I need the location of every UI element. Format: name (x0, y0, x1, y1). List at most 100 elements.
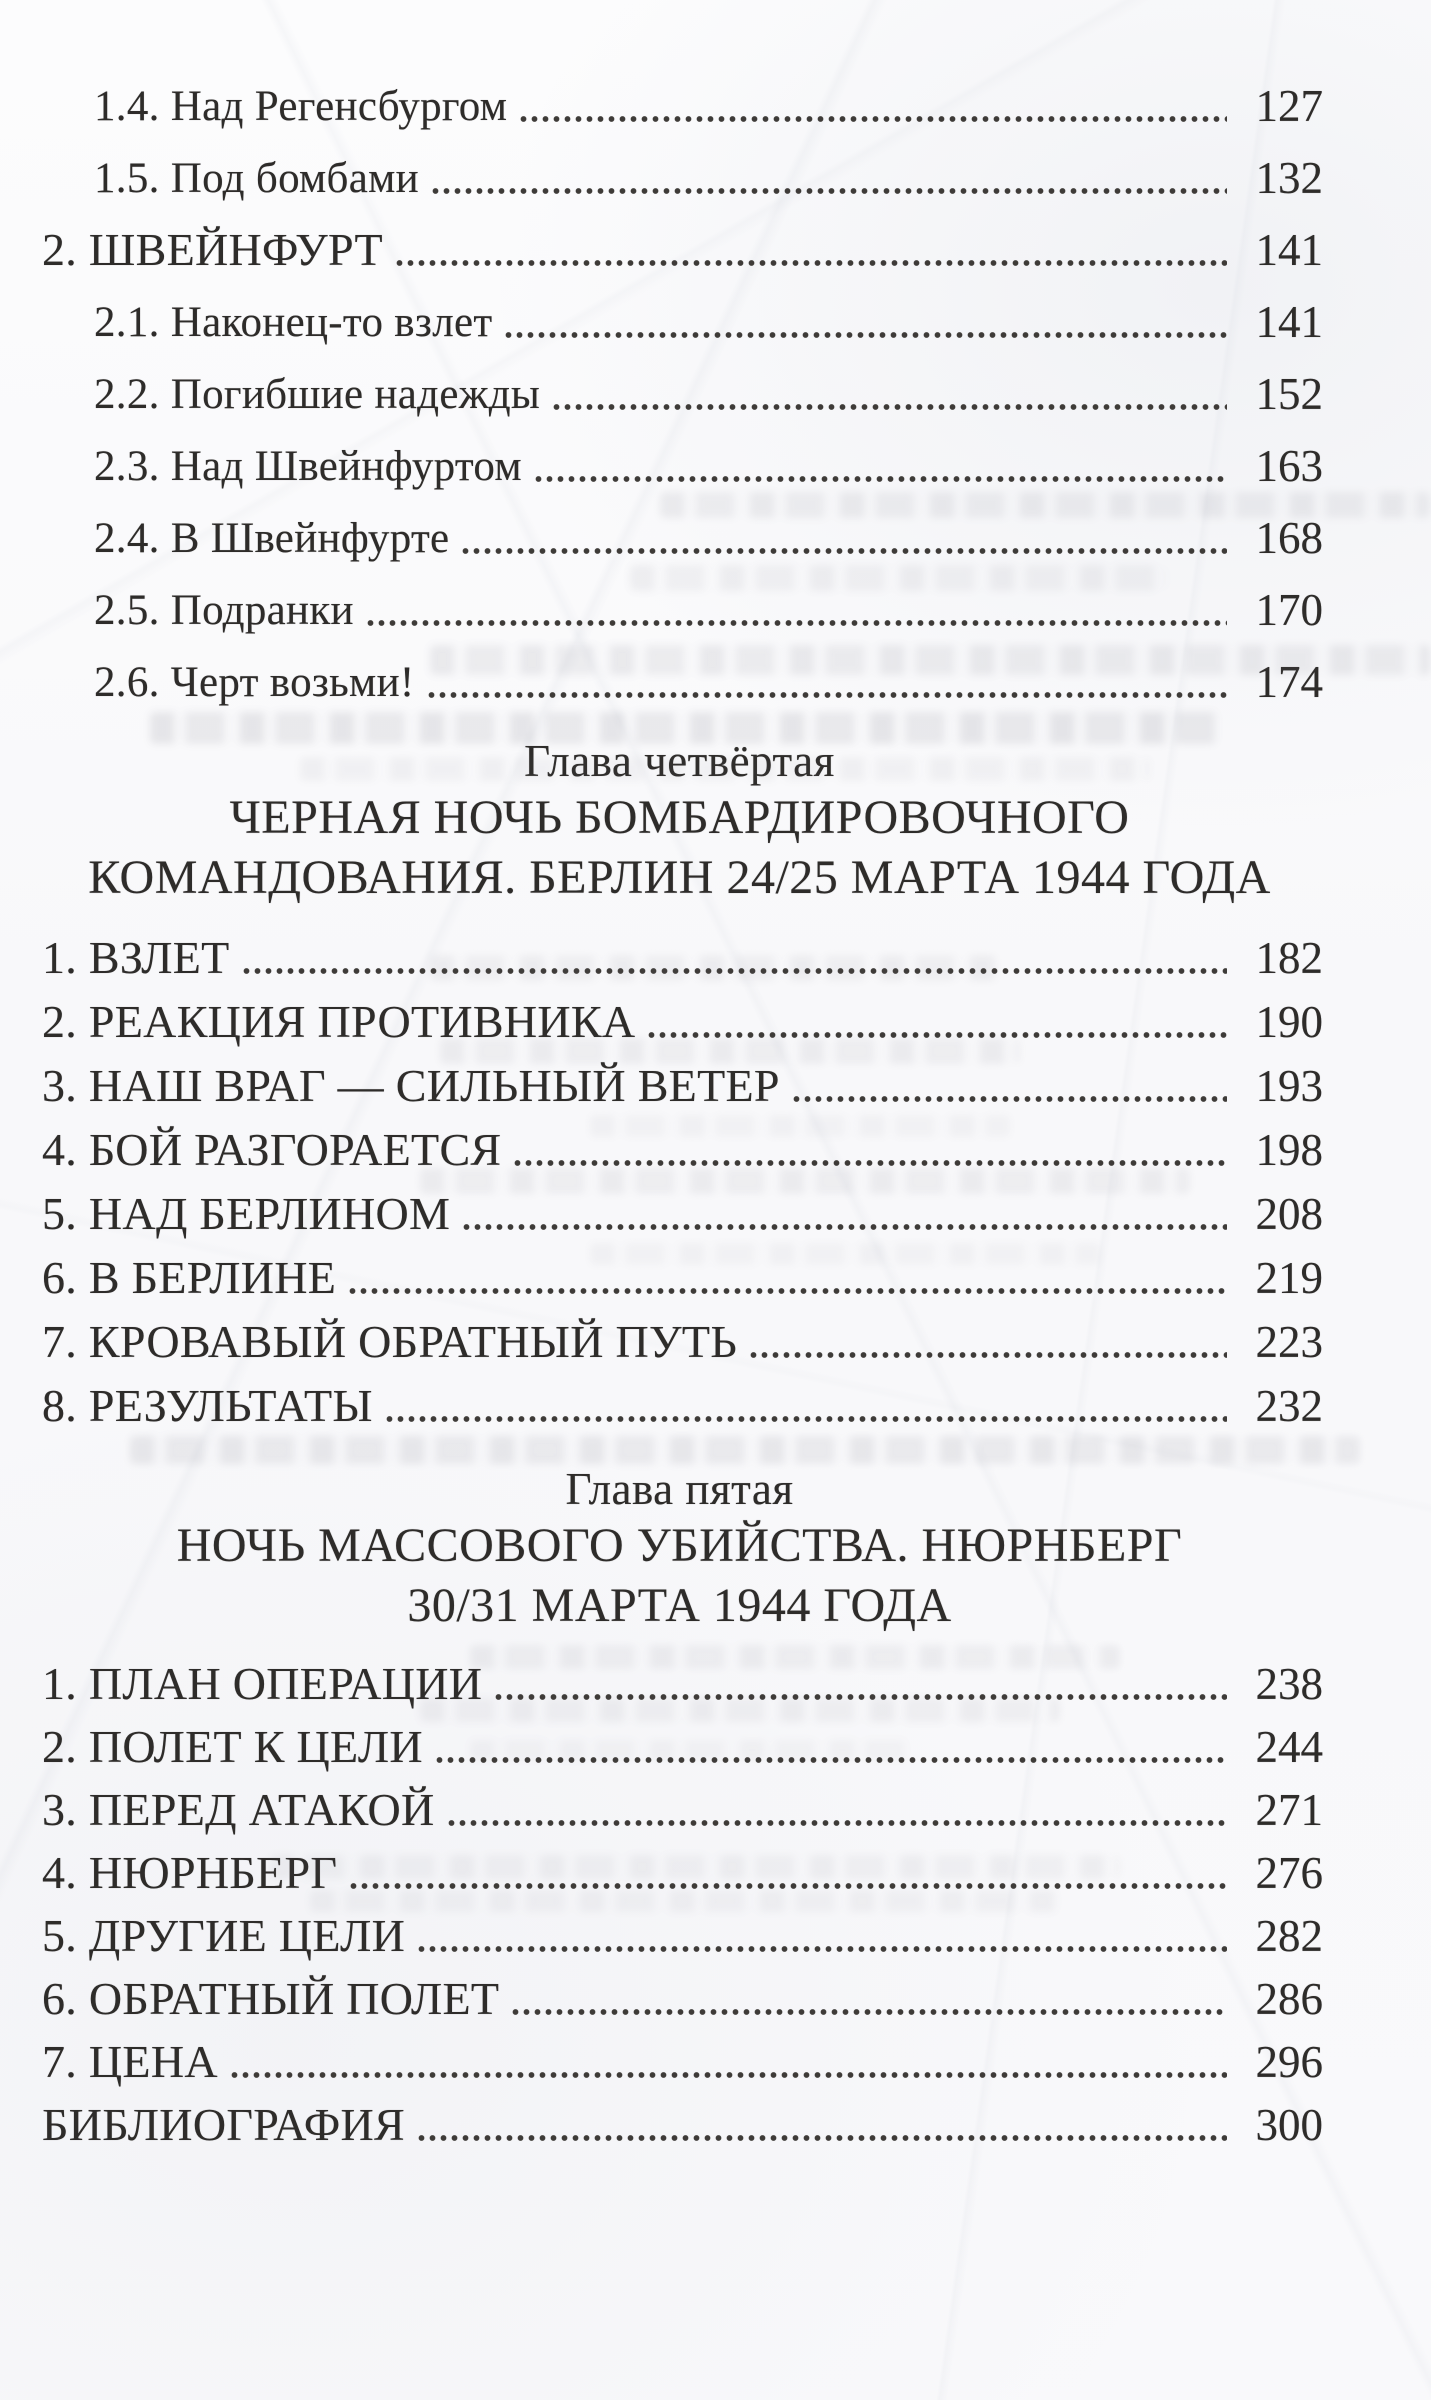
toc-entry: 3. НАШ ВРАГ — СИЛЬНЫЙ ВЕТЕР 193 (42, 1060, 1323, 1112)
toc-entry-page: 170 (1255, 585, 1324, 635)
dotted-leader (417, 2133, 1227, 2143)
toc-entry-title: 7. ЦЕНА (42, 2036, 218, 2087)
dotted-leader (430, 186, 1227, 196)
toc-entry: 1.4. Над Регенсбургом 127 (42, 80, 1323, 132)
dotted-leader (791, 1094, 1227, 1104)
toc-entry: 5. ДРУГИЕ ЦЕЛИ 282 (42, 1910, 1323, 1962)
toc-entry-title: 2.4. В Швейнфурте (94, 515, 450, 562)
toc-entry-page: 193 (1255, 1061, 1324, 1111)
toc-entry-title: 1.4. Над Регенсбургом (94, 83, 508, 130)
toc-entry-page: 132 (1255, 153, 1324, 203)
dotted-leader (241, 966, 1227, 976)
toc-entry: 2.2. Погибшие надежды 152 (42, 368, 1323, 420)
toc-entry-title: 4. НЮРНБЕРГ (42, 1847, 338, 1898)
toc-entry: 1.5. Под бомбами 132 (42, 152, 1323, 204)
toc-entry: 4. БОЙ РАЗГОРАЕТСЯ 198 (42, 1124, 1323, 1176)
toc-entry-title: 6. ОБРАТНЫЙ ПОЛЕТ (42, 1973, 500, 2024)
toc-entry-title: 5. ДРУГИЕ ЦЕЛИ (42, 1910, 406, 1961)
toc-entry-title: 2.6. Черт возьми! (94, 659, 415, 706)
toc-entry-page: 219 (1255, 1253, 1324, 1303)
dotted-leader (513, 1158, 1227, 1168)
dotted-leader (533, 474, 1227, 484)
toc-entry: 8. РЕЗУЛЬТАТЫ 232 (42, 1380, 1323, 1432)
toc-entry: 2. ШВЕЙНФУРТ 141 (42, 224, 1323, 276)
toc-entry-page: 141 (1255, 297, 1324, 347)
toc-entry-title: 2.3. Над Швейнфуртом (94, 443, 522, 490)
toc-entry-page: 300 (1255, 2100, 1324, 2150)
toc-entry-title: 2. ПОЛЕТ К ЦЕЛИ (42, 1721, 423, 1772)
toc-entry-page: 244 (1255, 1722, 1324, 1772)
toc-entry-page: 163 (1255, 441, 1324, 491)
dotted-leader (552, 402, 1227, 412)
toc-entry-page: 168 (1255, 513, 1324, 563)
toc-entry: 3. ПЕРЕД АТАКОЙ 271 (42, 1784, 1323, 1836)
toc-entry-page: 282 (1255, 1911, 1324, 1961)
chapter-heading: Глава пятая НОЧЬ МАССОВОГО УБИЙСТВА. НЮРН… (42, 1462, 1323, 1636)
toc-entry-page: 152 (1255, 369, 1324, 419)
chapter-number-line: Глава пятая (565, 1464, 794, 1514)
toc-entry: 7. ЦЕНА 296 (42, 2036, 1323, 2088)
toc-entry-title: 6. В БЕРЛИНЕ (42, 1252, 337, 1303)
dotted-leader (349, 1881, 1227, 1891)
toc-entry-page: 296 (1255, 2037, 1324, 2087)
dotted-leader (394, 258, 1227, 268)
toc-entry-title: 4. БОЙ РАЗГОРАЕТСЯ (42, 1124, 502, 1175)
dotted-leader (647, 1030, 1227, 1040)
toc-entry-page: 232 (1255, 1381, 1324, 1431)
toc-entry-title: 7. КРОВАВЫЙ ОБРАТНЫЙ ПУТЬ (42, 1316, 738, 1367)
toc-entry-title: 2.2. Погибшие надежды (94, 371, 541, 418)
toc-entry-title: 1. ПЛАН ОПЕРАЦИИ (42, 1658, 483, 1709)
toc-entry-page: 198 (1255, 1125, 1324, 1175)
dotted-leader (365, 618, 1227, 628)
dotted-leader (348, 1286, 1227, 1296)
toc-entry-title: 5. НАД БЕРЛИНОМ (42, 1188, 451, 1239)
dotted-leader (446, 1818, 1227, 1828)
toc-entry: 4. НЮРНБЕРГ 276 (42, 1847, 1323, 1899)
toc-entry-page: 271 (1255, 1785, 1324, 1835)
dotted-leader (494, 1692, 1227, 1702)
toc-entry-title: 1. ВЗЛЕТ (42, 932, 230, 983)
toc-entry-page: 238 (1255, 1659, 1324, 1709)
dotted-leader (519, 114, 1227, 124)
dotted-leader (384, 1414, 1227, 1424)
toc-entry: 6. ОБРАТНЫЙ ПОЛЕТ 286 (42, 1973, 1323, 2025)
toc-entry: 2.3. Над Швейнфуртом 163 (42, 440, 1323, 492)
toc-entry: 2.1. Наконец-то взлет 141 (42, 296, 1323, 348)
dotted-leader (749, 1350, 1227, 1360)
dotted-leader (229, 2070, 1227, 2080)
chapter-heading: Глава четвёртая ЧЕРНАЯ НОЧЬ БОМБАРДИРОВОЧ… (42, 734, 1323, 908)
toc-entry: 2.4. В Швейнфурте 168 (42, 512, 1323, 564)
toc-entry-title: БИБЛИОГРАФИЯ (42, 2099, 405, 2150)
chapter-title-line: ЧЕРНАЯ НОЧЬ БОМБАРДИРОВОЧНОГО (229, 791, 1130, 844)
toc-entry: 1. ПЛАН ОПЕРАЦИИ 238 (42, 1658, 1323, 1710)
toc-entry-title: 2. РЕАКЦИЯ ПРОТИВНИКА (42, 996, 636, 1047)
toc-entry-page: 182 (1255, 933, 1324, 983)
toc-entry: 1. ВЗЛЕТ 182 (42, 932, 1323, 984)
dotted-leader (426, 690, 1227, 700)
dotted-leader (504, 330, 1227, 340)
toc-entry: 2.6. Черт возьми! 174 (42, 656, 1323, 708)
toc-entry: 2. ПОЛЕТ К ЦЕЛИ 244 (42, 1721, 1323, 1773)
chapter-title-line: КОМАНДОВАНИЯ. БЕРЛИН 24/25 МАРТА 1944 ГО… (88, 851, 1271, 904)
toc-entry-title: 1.5. Под бомбами (94, 155, 419, 202)
dotted-leader (462, 1222, 1227, 1232)
toc-entry-page: 286 (1255, 1974, 1324, 2024)
toc-entry-page: 127 (1255, 81, 1324, 131)
chapter-title-line: 30/31 МАРТА 1944 ГОДА (407, 1579, 952, 1632)
toc-entry-title: 3. НАШ ВРАГ — СИЛЬНЫЙ ВЕТЕР (42, 1060, 780, 1111)
chapter-title-line: НОЧЬ МАССОВОГО УБИЙСТВА. НЮРНБЕРГ (176, 1519, 1183, 1572)
toc-entry-page: 174 (1255, 657, 1324, 707)
toc-entry-page: 208 (1255, 1189, 1324, 1239)
toc-entry-page: 223 (1255, 1317, 1324, 1367)
toc-entry-page: 190 (1255, 997, 1324, 1047)
toc-entry-page: 141 (1255, 225, 1324, 275)
toc-entry-title: 2.5. Подранки (94, 587, 354, 634)
toc-entry: БИБЛИОГРАФИЯ 300 (42, 2099, 1323, 2151)
toc-entry: 6. В БЕРЛИНЕ 219 (42, 1252, 1323, 1304)
toc-entry: 2. РЕАКЦИЯ ПРОТИВНИКА 190 (42, 996, 1323, 1048)
chapter-number-line: Глава четвёртая (524, 736, 835, 786)
dotted-leader (434, 1755, 1227, 1765)
toc-entry: 7. КРОВАВЫЙ ОБРАТНЫЙ ПУТЬ 223 (42, 1316, 1323, 1368)
toc-entry-title: 8. РЕЗУЛЬТАТЫ (42, 1380, 373, 1431)
dotted-leader (417, 1944, 1227, 1954)
